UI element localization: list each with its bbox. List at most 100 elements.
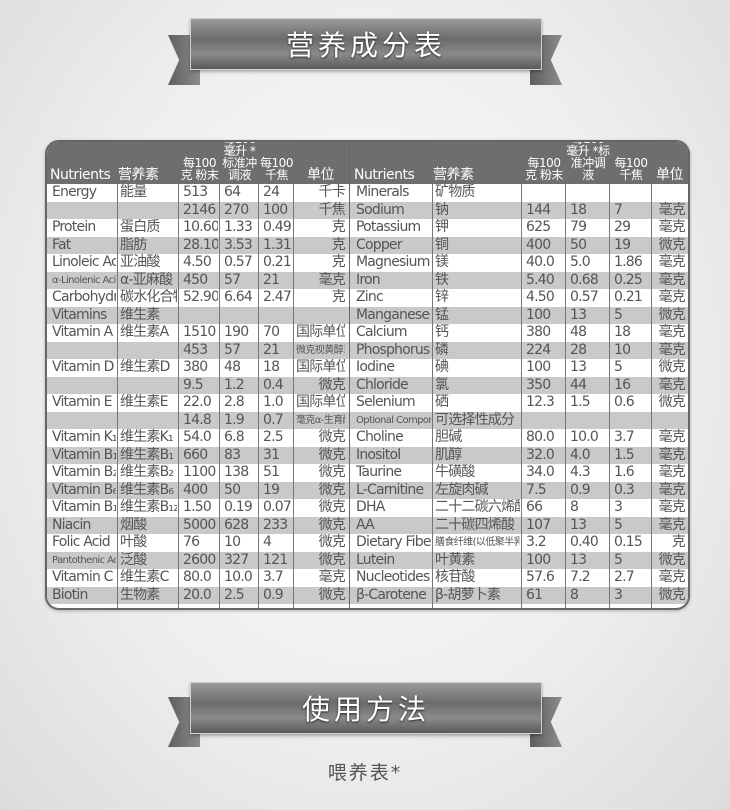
value-per-100ml: 64 [224, 184, 241, 200]
table-row: α-Linolenic Acid α-亚麻酸 450 57 21 毫克 [47, 271, 349, 289]
table-row: DHA 二十二碳六烯酸 66 8 3 毫克 [350, 499, 688, 517]
value-per-100g: 14.8 [183, 411, 212, 428]
nutrient-name [52, 202, 116, 220]
nutrient-name [52, 412, 116, 430]
header-cn: 营养素 [433, 167, 474, 183]
value-per-100kj: 1.31 [263, 236, 292, 253]
nutrient-name-cn: 二十二碳六烯酸 [435, 499, 520, 515]
unit: 克 [331, 289, 345, 305]
unit: 微克 [318, 446, 345, 463]
nutrient-name-cn: 碘 [435, 359, 449, 375]
nutrient-name: Vitamin B₆ [52, 481, 116, 498]
value-per-100ml: 3.53 [224, 236, 253, 253]
unit: 微克视黄醇当量 [296, 344, 345, 356]
table-row: Energy 能量 513 64 24 千卡 [47, 184, 349, 202]
unit: 克 [331, 219, 345, 235]
title-banner: 营养成分表 [190, 18, 542, 70]
value-per-100g: 100 [526, 551, 551, 568]
value-per-100g: 20.0 [183, 586, 212, 603]
nutrient-name-cn: 钠 [435, 201, 449, 218]
nutrient-name: Vitamin B₁₂ [52, 499, 116, 515]
header-cn: 营养素 [118, 167, 159, 183]
nutrient-name: Lutein [356, 551, 395, 568]
value-per-100g: 3.2 [526, 534, 547, 550]
value-per-100kj: 4 [263, 534, 272, 550]
value-per-100ml: 18 [570, 201, 587, 218]
value-per-100g: 453 [183, 341, 208, 358]
value-per-100ml [224, 307, 257, 325]
value-per-100ml: 0.57 [224, 254, 253, 270]
table-row: β-Carotene β-胡萝卜素 61 8 3 微克 [350, 586, 688, 604]
nutrient-name-cn: 蛋白质 [120, 219, 160, 235]
value-per-100g: 40.0 [526, 254, 555, 270]
nutrient-name-cn [120, 412, 177, 430]
value-per-100kj: 7 [614, 201, 623, 218]
table-row: Lutein 叶黄素 100 13 5 微克 [350, 551, 688, 569]
value-per-100kj: 0.4 [263, 376, 284, 393]
table-row: 453 57 21 微克视黄醇当量 [47, 341, 349, 359]
value-per-100ml: 10.0 [570, 429, 599, 445]
table-row: Copper 铜 400 50 19 微克 [350, 236, 688, 254]
value-per-100g [183, 307, 218, 325]
nutrient-name-cn: 牛磺酸 [435, 464, 475, 480]
nutrient-name-cn: α-亚麻酸 [120, 271, 173, 288]
nutrient-name: Iodine [356, 359, 395, 375]
unit: 毫克 [658, 341, 685, 358]
nutrient-name: Vitamin E [52, 394, 113, 410]
header-nutrients: Nutrients [50, 167, 111, 183]
table-row: Fat 脂肪 28.10 3.53 1.31 克 [47, 236, 349, 254]
column-divider [651, 184, 652, 608]
value-per-100g: 66 [526, 499, 543, 515]
nutrient-name-cn [120, 377, 177, 395]
nutrient-name: Vitamin D [52, 359, 114, 375]
value-per-100g: 52.90 [183, 289, 218, 305]
table-row: Choline 胆碱 80.0 10.0 3.7 毫克 [350, 429, 688, 447]
value-per-100kj: 0.7 [263, 411, 284, 428]
value-per-100g: 4.50 [183, 254, 212, 270]
value-per-100ml: 0.40 [570, 534, 599, 550]
nutrient-name: Calcium [356, 324, 408, 340]
value-per-100kj: 3.7 [263, 569, 284, 585]
value-per-100g: 76 [183, 534, 200, 550]
value-per-100kj: 0.49 [263, 219, 292, 235]
value-per-100ml: 50 [224, 481, 241, 498]
nutrient-name-cn: 矿物质 [435, 184, 475, 200]
value-per-100ml: 48 [224, 359, 241, 375]
value-per-100ml: 6.8 [224, 429, 245, 445]
value-per-100g: 2146 [183, 201, 216, 218]
value-per-100kj: 0.07 [263, 499, 292, 515]
nutrient-name-cn: 维生素 [120, 306, 160, 323]
value-per-100g: 61 [526, 586, 543, 603]
nutrient-name-cn: 维生素B₂ [120, 464, 174, 480]
value-per-100ml: 8 [570, 499, 579, 515]
nutrient-name-cn: 烟酸 [120, 516, 147, 533]
value-per-100kj: 18 [614, 324, 631, 340]
table-row: Calcium 钙 380 48 18 毫克 [350, 324, 688, 342]
unit: 毫克 [658, 569, 685, 585]
nutrient-name: Carbohydrate [52, 289, 116, 305]
value-per-100kj: 2.7 [614, 569, 635, 585]
unit [654, 184, 685, 202]
table-row: Iron 铁 5.40 0.68 0.25 毫克 [350, 271, 688, 289]
unit: 毫克 [318, 569, 345, 585]
unit: 千卡 [318, 184, 345, 200]
table-row: Vitamin C 维生素C 80.0 10.0 3.7 毫克 [47, 569, 349, 587]
unit: 克 [671, 534, 685, 550]
nutrient-name: Selenium [356, 394, 416, 410]
header-unit: 单位 [656, 167, 684, 183]
nutrient-name-cn: 可选择性成分 [435, 411, 515, 428]
value-per-100kj: 3.7 [614, 429, 635, 445]
value-per-100ml: 0.9 [570, 481, 591, 498]
value-per-100kj: 24 [263, 184, 280, 200]
value-per-100g: 80.0 [526, 429, 555, 445]
value-per-100ml: 0.19 [224, 499, 253, 515]
unit: 国际单位 [296, 394, 345, 410]
column-divider [521, 184, 522, 608]
nutrient-name: Potassium [356, 219, 421, 235]
column-divider [293, 184, 294, 608]
nutrient-name: Copper [356, 236, 402, 253]
value-per-100g: 144 [526, 201, 551, 218]
value-per-100kj: 0.21 [614, 289, 643, 305]
